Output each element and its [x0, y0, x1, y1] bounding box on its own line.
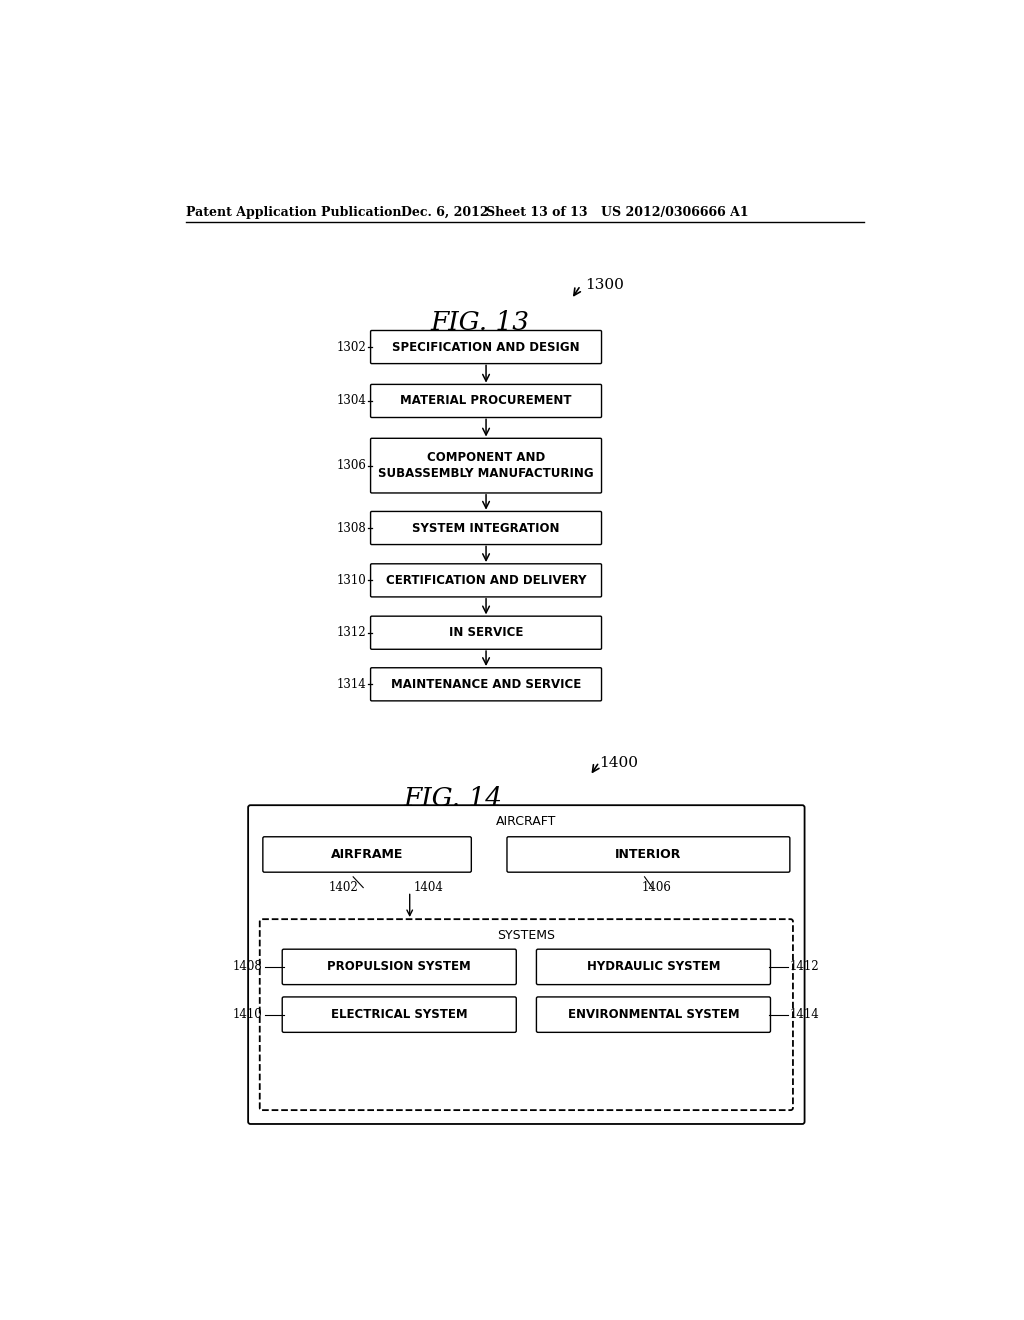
Text: 1302: 1302: [337, 341, 367, 354]
FancyBboxPatch shape: [371, 384, 601, 417]
FancyBboxPatch shape: [371, 668, 601, 701]
Text: 1404: 1404: [414, 882, 443, 895]
Text: CERTIFICATION AND DELIVERY: CERTIFICATION AND DELIVERY: [386, 574, 587, 587]
Text: 1410: 1410: [233, 1008, 263, 1022]
Text: INTERIOR: INTERIOR: [615, 847, 682, 861]
Text: 1300: 1300: [586, 277, 624, 292]
FancyBboxPatch shape: [371, 616, 601, 649]
Text: 1312: 1312: [337, 626, 367, 639]
Text: FIG. 14: FIG. 14: [403, 785, 502, 810]
Text: HYDRAULIC SYSTEM: HYDRAULIC SYSTEM: [587, 961, 720, 973]
Text: 1310: 1310: [337, 574, 367, 587]
Text: PROPULSION SYSTEM: PROPULSION SYSTEM: [328, 961, 471, 973]
FancyBboxPatch shape: [248, 805, 805, 1125]
FancyBboxPatch shape: [371, 564, 601, 597]
FancyBboxPatch shape: [537, 949, 770, 985]
Text: IN SERVICE: IN SERVICE: [449, 626, 523, 639]
FancyBboxPatch shape: [283, 997, 516, 1032]
Text: ELECTRICAL SYSTEM: ELECTRICAL SYSTEM: [331, 1008, 468, 1022]
Text: Patent Application Publication: Patent Application Publication: [186, 206, 401, 219]
Text: Sheet 13 of 13: Sheet 13 of 13: [486, 206, 588, 219]
FancyBboxPatch shape: [283, 949, 516, 985]
Text: 1408: 1408: [233, 961, 263, 973]
Text: SYSTEM INTEGRATION: SYSTEM INTEGRATION: [413, 521, 560, 535]
Text: SPECIFICATION AND DESIGN: SPECIFICATION AND DESIGN: [392, 341, 580, 354]
Text: 1308: 1308: [337, 521, 367, 535]
Text: 1306: 1306: [337, 459, 367, 473]
Text: 1400: 1400: [599, 756, 638, 770]
Text: 1406: 1406: [641, 880, 671, 894]
Text: US 2012/0306666 A1: US 2012/0306666 A1: [601, 206, 749, 219]
Text: SYSTEMS: SYSTEMS: [498, 929, 555, 942]
FancyBboxPatch shape: [260, 919, 793, 1110]
Text: ENVIRONMENTAL SYSTEM: ENVIRONMENTAL SYSTEM: [567, 1008, 739, 1022]
Text: AIRFRAME: AIRFRAME: [331, 847, 403, 861]
Text: 1412: 1412: [790, 961, 819, 973]
FancyBboxPatch shape: [507, 837, 790, 873]
FancyBboxPatch shape: [371, 330, 601, 363]
Text: Dec. 6, 2012: Dec. 6, 2012: [400, 206, 488, 219]
Text: MATERIAL PROCUREMENT: MATERIAL PROCUREMENT: [400, 395, 571, 408]
Text: 1414: 1414: [790, 1008, 819, 1022]
Text: AIRCRAFT: AIRCRAFT: [497, 814, 556, 828]
Text: 1304: 1304: [337, 395, 367, 408]
FancyBboxPatch shape: [263, 837, 471, 873]
Text: 1402: 1402: [329, 880, 358, 894]
FancyBboxPatch shape: [537, 997, 770, 1032]
FancyBboxPatch shape: [371, 511, 601, 545]
Text: COMPONENT AND
SUBASSEMBLY MANUFACTURING: COMPONENT AND SUBASSEMBLY MANUFACTURING: [378, 451, 594, 480]
Text: FIG. 13: FIG. 13: [430, 310, 529, 335]
Text: 1314: 1314: [337, 677, 367, 690]
FancyBboxPatch shape: [371, 438, 601, 492]
Text: MAINTENANCE AND SERVICE: MAINTENANCE AND SERVICE: [391, 677, 582, 690]
